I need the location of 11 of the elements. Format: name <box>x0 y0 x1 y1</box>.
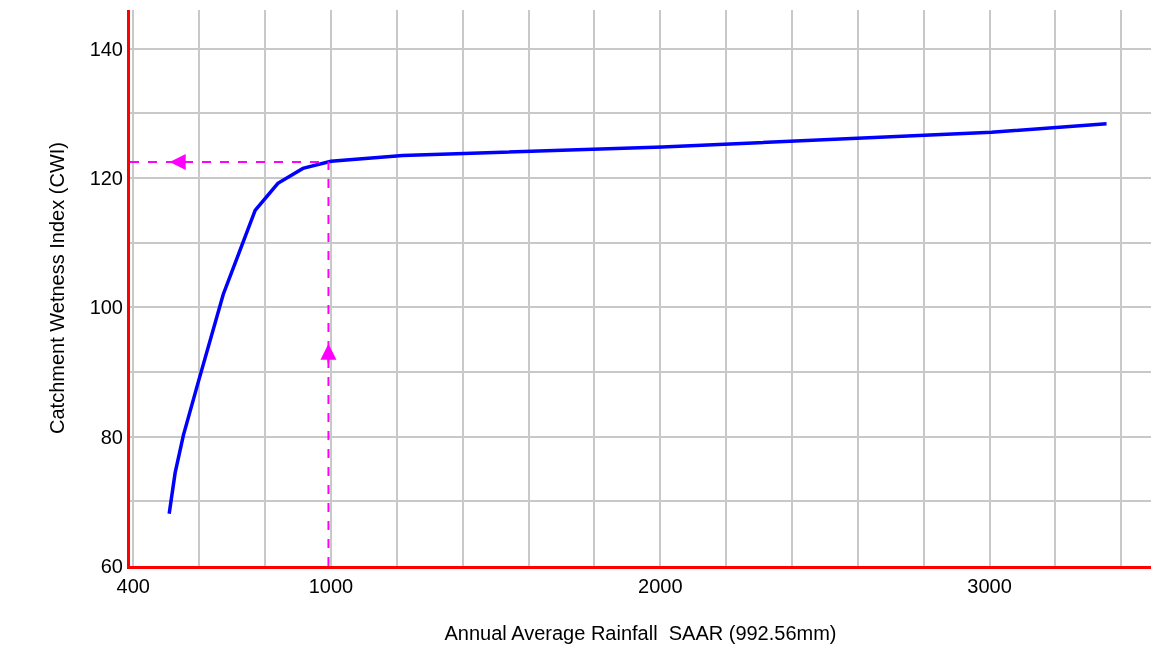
y-axis-title: Catchment Wetness Index (CWI) <box>46 142 69 434</box>
x-tick-label: 2000 <box>638 575 683 597</box>
y-tick-label: 140 <box>89 37 123 60</box>
x-tick-label: 3000 <box>967 575 1012 597</box>
y-tick-label: 80 <box>100 425 123 448</box>
x-tick-label: 1000 <box>308 575 354 597</box>
x-tick-label: 400 <box>116 575 150 597</box>
x-axis-title: Annual Average Rainfall SAAR (992.56mm) <box>444 621 837 644</box>
y-tick-label: 120 <box>89 167 123 190</box>
y-tick-label: 60 <box>100 555 123 577</box>
y-tick-label: 100 <box>89 296 123 319</box>
